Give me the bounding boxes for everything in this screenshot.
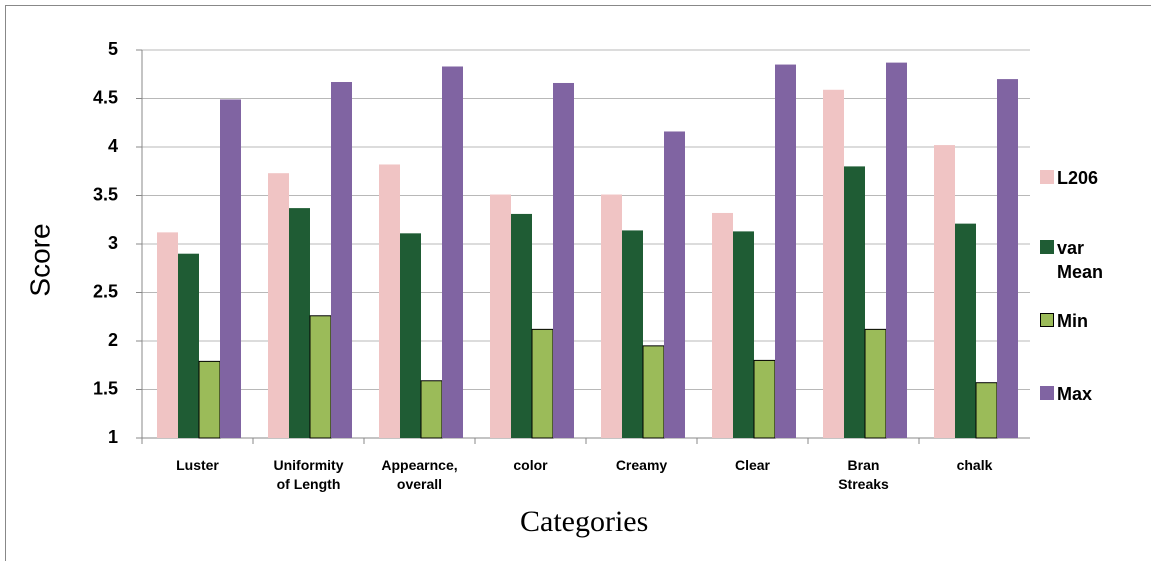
x-axis-title: Categories: [520, 505, 649, 538]
legend-item: L206: [1040, 166, 1147, 190]
bar: [511, 213, 532, 438]
bar: [289, 208, 310, 438]
bar: [420, 380, 443, 439]
y-tick-label: 5: [108, 39, 118, 59]
bar: [955, 223, 976, 438]
bar: [642, 345, 665, 439]
bar: [775, 64, 796, 439]
bar: [997, 79, 1018, 438]
legend-swatch: [1040, 240, 1054, 254]
legend-item: var Mean: [1040, 236, 1117, 284]
bar: [490, 194, 511, 438]
legend-label: Max: [1057, 384, 1093, 404]
bar: [664, 131, 685, 439]
legend-label: Min: [1057, 311, 1088, 331]
y-tick-label: 4: [108, 136, 118, 156]
y-tick-label: 1.5: [93, 378, 118, 398]
bar: [864, 328, 887, 439]
x-tick-label: Appearnce, overall: [381, 457, 458, 492]
bar: [178, 253, 199, 438]
legend-swatch: [1040, 313, 1054, 327]
x-tick-label: Uniformity of Length: [273, 457, 344, 492]
bar: [934, 145, 955, 438]
bar: [331, 82, 352, 438]
x-tick-label: Clear: [734, 457, 771, 473]
bar: [622, 230, 643, 438]
bar: [733, 231, 754, 438]
bar: [309, 315, 332, 439]
x-tick-label: Bran Streaks: [838, 457, 889, 492]
bar: [975, 382, 998, 439]
bar: [601, 194, 622, 438]
legend-label: L206: [1057, 168, 1099, 188]
bar: [157, 232, 178, 438]
bar: [442, 66, 463, 439]
bar: [844, 166, 865, 438]
bar: [198, 360, 221, 439]
y-tick-label: 4.5: [93, 87, 118, 107]
y-tick-label: 1: [108, 427, 118, 447]
legend-swatch: [1040, 170, 1054, 184]
y-tick-label: 2: [108, 330, 118, 350]
bar: [400, 233, 421, 438]
y-tick-label: 2.5: [93, 281, 118, 301]
chart-frame: [5, 5, 1151, 561]
bar: [531, 328, 554, 439]
bar: [886, 62, 907, 439]
y-axis-title: Score: [24, 223, 56, 297]
legend-item: Max: [1040, 382, 1147, 406]
bar: [268, 173, 289, 438]
legend-item: Min: [1040, 309, 1147, 333]
y-tick-label: 3.5: [93, 184, 118, 204]
x-tick-label: Creamy: [615, 457, 668, 473]
bar: [753, 359, 776, 439]
bar: [553, 82, 574, 438]
bar: [823, 89, 844, 439]
bar: [712, 212, 733, 438]
bar: [220, 99, 241, 438]
legend-label: var Mean: [1057, 238, 1104, 282]
x-tick-label: color: [513, 457, 548, 473]
y-tick-label: 3: [108, 233, 118, 253]
bar: [379, 164, 400, 438]
legend-swatch: [1040, 386, 1054, 400]
x-tick-label: Luster: [176, 457, 219, 473]
x-tick-label: chalk: [956, 457, 993, 473]
